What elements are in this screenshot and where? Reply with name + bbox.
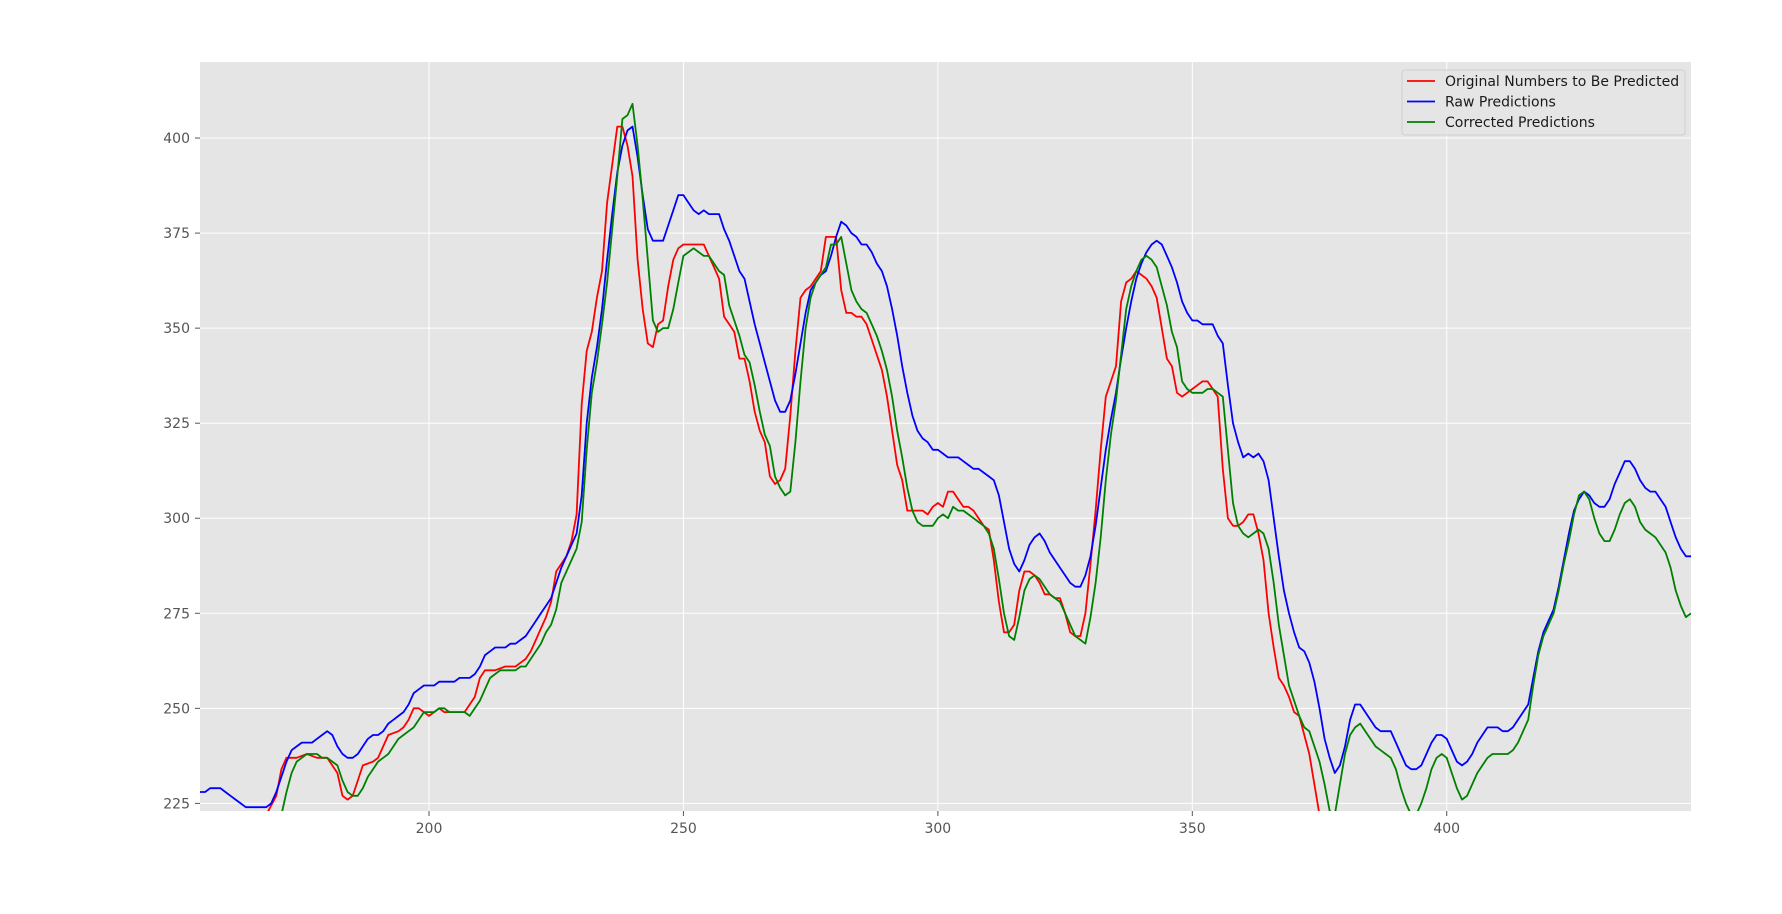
y-tick-label: 400 — [163, 131, 190, 147]
legend-label: Original Numbers to Be Predicted — [1445, 74, 1679, 90]
series-line-3 — [280, 102, 1692, 816]
plot-mask-top — [0, 0, 1782, 62]
legend: Original Numbers to Be Predicted Raw Pred… — [1401, 69, 1686, 136]
grid-lines — [200, 62, 1691, 811]
y-tick-label: 275 — [163, 606, 190, 622]
x-tick-label: 200 — [416, 821, 443, 837]
x-axis: 200 250 300 350 400 — [416, 811, 1460, 837]
plot-background — [200, 62, 1691, 811]
plot-mask-right — [1691, 0, 1782, 914]
y-tick-label: 225 — [163, 796, 190, 812]
y-tick-label: 350 — [163, 321, 190, 337]
legend-label: Corrected Predictions — [1445, 115, 1595, 131]
series-line-2 — [200, 125, 1691, 809]
x-tick-label: 300 — [924, 821, 951, 837]
x-tick-label: 400 — [1433, 821, 1460, 837]
y-tick-label: 300 — [163, 511, 190, 527]
plot-mask-left — [0, 0, 200, 914]
series-line-1 — [265, 125, 1321, 816]
series-layer — [200, 102, 1692, 816]
plot-mask-bottom — [0, 811, 1782, 914]
y-tick-label: 375 — [163, 226, 190, 242]
legend-box — [1401, 69, 1686, 136]
legend-label: Raw Predictions — [1445, 95, 1556, 111]
y-tick-label: 250 — [163, 701, 190, 717]
x-tick-label: 350 — [1179, 821, 1206, 837]
y-tick-label: 325 — [163, 416, 190, 432]
x-tick-label: 250 — [670, 821, 697, 837]
y-axis: 225 250 275 300 325 350 375 400 — [163, 131, 200, 812]
